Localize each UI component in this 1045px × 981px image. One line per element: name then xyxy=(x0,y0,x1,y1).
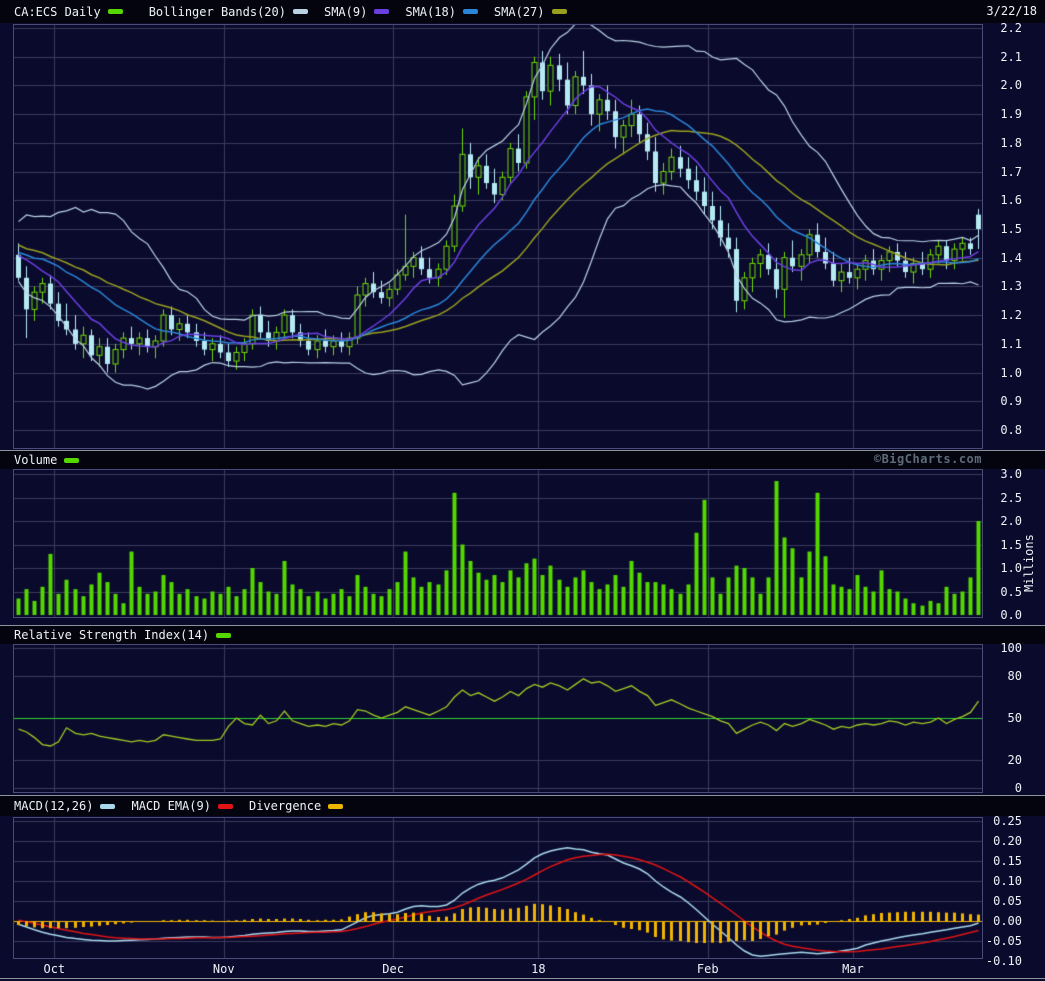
x-axis-label: 18 xyxy=(531,962,546,976)
legend-divergence: Divergence xyxy=(248,799,344,813)
volume-header: Volume xyxy=(0,451,1045,469)
macd-chart-canvas xyxy=(14,818,982,958)
rsi-axis-tick: 0 xyxy=(1014,781,1022,795)
x-axis-label: Oct xyxy=(43,962,66,976)
macd-axis-tick: 0.00 xyxy=(993,914,1022,928)
legend-macd: MACD(12,26) xyxy=(14,799,116,813)
macd-ema-swatch xyxy=(217,803,233,809)
macd-axis-tick: 0.25 xyxy=(993,814,1022,828)
rsi-header: Relative Strength Index(14) xyxy=(0,626,1045,644)
x-axis-label: Mar xyxy=(842,962,864,976)
sma27-swatch xyxy=(551,9,567,14)
price-axis-tick: 2.1 xyxy=(1000,49,1022,64)
price-axis-tick: 1.6 xyxy=(1000,193,1022,208)
panel-separator xyxy=(0,795,1045,796)
volume-axis-unit: Millions xyxy=(1022,534,1036,592)
bollinger-label: Bollinger Bands(20) xyxy=(148,4,286,19)
panel-separator xyxy=(0,978,1045,979)
volume-axis-tick: 2.5 xyxy=(1000,490,1022,505)
volume-axis-tick: 1.0 xyxy=(1000,561,1022,575)
panel-separator xyxy=(0,625,1045,626)
sma18-label: SMA(18) xyxy=(405,4,456,19)
volume-axis-tick: 1.5 xyxy=(1000,537,1022,552)
x-axis-label: Nov xyxy=(212,962,235,976)
legend-sma18: SMA(18) xyxy=(405,5,478,19)
legend-sma9: SMA(9) xyxy=(323,4,390,19)
macd-axis-tick: -0.05 xyxy=(985,934,1022,948)
volume-axis-tick: 3.0 xyxy=(1000,467,1022,481)
sma9-swatch xyxy=(374,9,390,14)
macd-panel xyxy=(13,817,983,959)
rsi-axis-tick: 80 xyxy=(1007,669,1022,683)
x-axis-label: Feb xyxy=(696,962,719,976)
macd-axis-tick: 0.15 xyxy=(993,854,1022,868)
volume-chart-canvas xyxy=(14,470,982,617)
price-axis-tick: 1.9 xyxy=(1000,107,1022,122)
price-axis-tick: 1.7 xyxy=(1000,164,1022,179)
sma18-swatch xyxy=(462,9,478,14)
divergence-swatch xyxy=(328,803,344,809)
price-axis-tick: 1.5 xyxy=(1000,221,1022,236)
price-axis-tick: 1.3 xyxy=(1000,279,1022,294)
price-chart-canvas xyxy=(14,25,982,448)
legend-sma27: SMA(27) xyxy=(494,5,567,19)
price-axis-tick: 1.0 xyxy=(1000,365,1022,380)
symbol-label: CA:ECS Daily xyxy=(14,4,101,19)
volume-panel xyxy=(13,469,983,618)
divergence-label: Divergence xyxy=(248,799,322,813)
legend-bollinger: Bollinger Bands(20) xyxy=(149,5,308,19)
price-axis-tick: 1.1 xyxy=(1000,336,1022,351)
price-axis-tick: 1.8 xyxy=(1000,135,1022,150)
legend-macd-ema: MACD EMA(9) xyxy=(131,799,233,813)
price-axis-tick: 1.4 xyxy=(1000,250,1022,265)
rsi-axis-tick: 50 xyxy=(1007,711,1022,725)
rsi-legend: Relative Strength Index(14) xyxy=(14,628,232,642)
price-axis-tick: 2.2 xyxy=(1000,21,1022,35)
volume-axis-tick: 2.0 xyxy=(1000,514,1022,528)
price-axis-tick: 0.9 xyxy=(1000,394,1022,409)
macd-axis-tick: -0.10 xyxy=(985,954,1022,968)
volume-title: Volume xyxy=(14,453,58,467)
volume-swatch xyxy=(64,457,80,463)
macd-ema-label: MACD EMA(9) xyxy=(131,799,211,813)
sma27-label: SMA(27) xyxy=(493,4,545,19)
macd-axis-tick: 0.05 xyxy=(993,894,1022,908)
macd-swatch xyxy=(100,803,116,809)
sma9-label: SMA(9) xyxy=(323,4,368,19)
rsi-title: Relative Strength Index(14) xyxy=(14,628,210,642)
symbol-swatch xyxy=(107,9,123,14)
macd-label: MACD(12,26) xyxy=(14,799,94,813)
volume-legend: Volume xyxy=(14,453,80,467)
price-panel xyxy=(13,24,983,449)
price-axis-tick: 1.2 xyxy=(1000,308,1022,323)
macd-header: MACD(12,26) MACD EMA(9) Divergence xyxy=(0,796,1045,816)
volume-axis-tick: 0.0 xyxy=(1000,608,1022,622)
price-axis-tick: 0.8 xyxy=(1000,422,1022,437)
price-legend-bar: CA:ECS Daily Bollinger Bands(20) SMA(9) … xyxy=(0,0,1045,23)
bigcharts-watermark: ©BigCharts.com xyxy=(873,452,982,466)
panel-separator xyxy=(0,450,1045,451)
symbol-legend: CA:ECS Daily xyxy=(14,5,123,19)
last-date-label: 3/22/18 xyxy=(986,4,1037,18)
rsi-chart-canvas xyxy=(14,645,982,792)
rsi-swatch xyxy=(216,632,232,638)
price-axis-tick: 2.0 xyxy=(1000,78,1022,93)
rsi-axis-tick: 20 xyxy=(1007,753,1022,767)
x-axis-label: Dec xyxy=(382,962,404,976)
bollinger-swatch xyxy=(292,9,308,14)
volume-axis-tick: 0.5 xyxy=(1000,584,1022,599)
macd-axis-tick: 0.20 xyxy=(993,834,1022,848)
rsi-panel xyxy=(13,644,983,793)
macd-axis-tick: 0.10 xyxy=(993,874,1022,888)
rsi-axis-tick: 100 xyxy=(1000,641,1022,655)
